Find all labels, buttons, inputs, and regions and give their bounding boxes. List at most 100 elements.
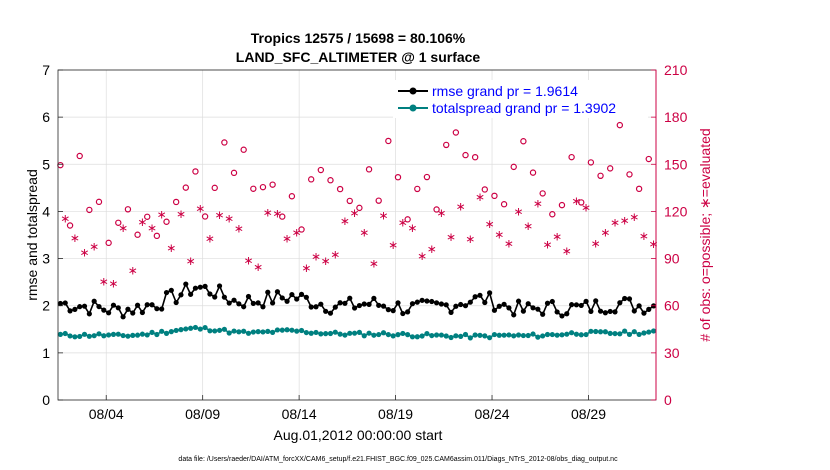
rmse-point xyxy=(477,292,483,298)
possible-obs-point xyxy=(568,153,575,161)
totalspread-point xyxy=(438,332,444,338)
totalspread-point xyxy=(298,327,305,334)
rmse-point xyxy=(241,304,247,310)
rmse-point xyxy=(77,304,83,310)
totalspread-point xyxy=(540,333,546,339)
rmse-point xyxy=(501,301,507,307)
totalspread-point xyxy=(270,329,276,335)
totalspread-point xyxy=(530,331,536,337)
evaluated-obs-point: ∗ xyxy=(388,238,398,252)
legend-spread-label: totalspread grand pr = 1.3902 xyxy=(432,100,616,116)
rmse-point xyxy=(472,294,478,300)
totalspread-point xyxy=(453,333,459,339)
rmse-point xyxy=(564,311,570,317)
totalspread-point xyxy=(255,329,261,335)
evaluated-obs-point: ∗ xyxy=(591,237,601,251)
rmse-point xyxy=(433,300,440,306)
totalspread-point xyxy=(154,331,160,338)
y-axis-label: rmse and totalspread xyxy=(24,169,40,301)
rmse-point xyxy=(163,289,170,296)
rmse-point xyxy=(515,298,522,304)
rmse-point xyxy=(144,302,150,308)
possible-obs-point xyxy=(471,153,479,161)
rmse-point xyxy=(342,300,348,306)
evaluated-obs-point: ∗ xyxy=(629,210,639,224)
rmse-point xyxy=(260,304,266,310)
totalspread-point xyxy=(612,330,618,337)
evaluated-obs-point: ∗ xyxy=(475,190,485,204)
totalspread-point xyxy=(482,333,488,339)
legend: rmse grand pr = 1.9614 totalspread grand… xyxy=(393,80,648,118)
possible-obs-point xyxy=(529,169,537,176)
y-tick-label: 7 xyxy=(42,62,50,78)
legend-rmse-label: rmse grand pr = 1.9614 xyxy=(432,83,578,99)
totalspread-point xyxy=(57,331,64,337)
rmse-point xyxy=(361,301,367,307)
possible-obs-point xyxy=(172,198,180,206)
totalspread-point xyxy=(559,332,565,338)
legend-rmse-marker xyxy=(409,87,417,95)
totalspread-point xyxy=(564,331,570,337)
evaluated-obs-point: ∗ xyxy=(243,253,253,267)
possible-obs-point xyxy=(443,141,450,149)
evaluated-obs-point: ∗ xyxy=(369,257,379,271)
evaluated-obs-point: ∗ xyxy=(552,229,562,243)
rmse-point xyxy=(395,300,401,306)
totalspread-point xyxy=(462,331,469,338)
rmse-point xyxy=(183,281,189,287)
legend-spread-marker xyxy=(409,104,417,112)
totalspread-point xyxy=(236,329,242,335)
totalspread-point xyxy=(390,333,396,339)
possible-obs-point xyxy=(298,226,305,233)
y2-tick-label: 150 xyxy=(664,156,688,172)
totalspread-point xyxy=(385,331,391,338)
rmse-point xyxy=(57,300,64,307)
rmse-point xyxy=(337,300,343,306)
totalspread-point xyxy=(617,331,623,337)
possible-obs-point xyxy=(307,176,315,183)
x-tick-label: 08/29 xyxy=(571,406,606,422)
rmse-point xyxy=(226,300,232,306)
rmse-point xyxy=(458,301,464,308)
totalspread-point xyxy=(477,332,483,338)
totalspread-point xyxy=(448,334,454,341)
possible-obs-point xyxy=(491,192,498,200)
totalspread-point xyxy=(245,330,252,336)
footer-data-file: data file: /Users/raeder/DAI/ATM_forcXX/… xyxy=(178,456,618,463)
possible-obs-point xyxy=(240,146,247,153)
possible-obs-point xyxy=(279,213,286,220)
rmse-point xyxy=(178,292,184,298)
rmse-point xyxy=(559,313,565,319)
totalspread-point xyxy=(120,332,126,339)
totalspread-point xyxy=(487,335,493,341)
rmse-point xyxy=(573,302,580,308)
totalspread-point xyxy=(86,333,92,339)
evaluated-obs-point: ∗ xyxy=(70,231,80,245)
evaluated-obs-point: ∗ xyxy=(514,205,524,219)
evaluated-obs-point: ∗ xyxy=(234,222,244,236)
rmse-point xyxy=(453,303,459,309)
evaluated-obs-point: ∗ xyxy=(571,194,581,208)
rmse-point xyxy=(168,287,174,293)
rmse-point xyxy=(154,306,160,312)
totalspread-point xyxy=(467,335,473,341)
rmse-point xyxy=(409,301,416,307)
totalspread-point xyxy=(91,333,97,339)
rmse-point xyxy=(298,291,305,297)
rmse-point xyxy=(414,299,420,305)
totalspread-point xyxy=(327,330,334,337)
rmse-point xyxy=(569,302,575,308)
totalspread-point xyxy=(400,330,406,337)
possible-obs-point xyxy=(616,121,624,129)
evaluated-obs-point: ∗ xyxy=(600,226,610,240)
evaluated-obs-series: ∗∗∗ ∗∗ ∗∗∗∗ ∗∗∗∗∗∗∗∗ ∗∗∗ ∗∗ ∗∗ ∗∗∗ ∗ ∗∗∗∗∗∗∗∗ ∗∗∗∗… xyxy=(60,190,658,290)
totalspread-point xyxy=(361,333,367,339)
totalspread-point xyxy=(458,333,464,340)
rmse-point xyxy=(376,302,382,308)
rmse-point xyxy=(540,311,546,317)
evaluated-obs-point: ∗ xyxy=(378,209,388,223)
possible-obs-point xyxy=(404,216,411,223)
totalspread-point xyxy=(207,328,213,334)
rmse-point xyxy=(159,306,165,312)
totalspread-point xyxy=(308,330,314,336)
